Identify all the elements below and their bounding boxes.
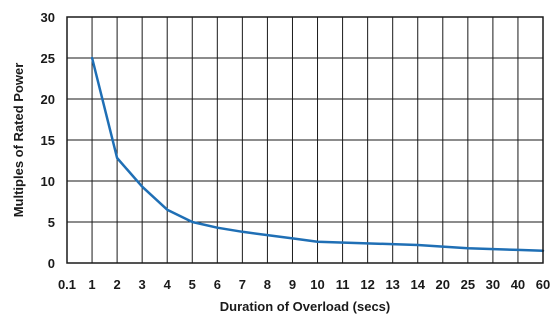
x-tick-label: 1 bbox=[88, 277, 95, 292]
y-tick-label: 20 bbox=[41, 92, 55, 107]
y-tick-labels: 0 5 10 15 20 25 30 bbox=[41, 10, 55, 271]
x-tick-label: 3 bbox=[139, 277, 146, 292]
x-tick-label: 12 bbox=[360, 277, 374, 292]
x-tick-label: 2 bbox=[113, 277, 120, 292]
y-tick-label: 0 bbox=[48, 256, 55, 271]
x-tick-label: 30 bbox=[486, 277, 500, 292]
series-line bbox=[90, 56, 545, 252]
x-tick-label: 11 bbox=[336, 277, 350, 292]
y-tick-label: 10 bbox=[41, 174, 55, 189]
y-axis-title: Multiples of Rated Power bbox=[11, 63, 26, 218]
x-tick-label: 20 bbox=[436, 277, 450, 292]
x-tick-label: 4 bbox=[164, 277, 172, 292]
y-tick-label: 15 bbox=[41, 133, 55, 148]
x-tick-label: 40 bbox=[511, 277, 525, 292]
x-tick-labels: 0.1 1 2 3 4 5 6 7 8 9 10 11 12 13 14 20 25 30 40 60 bbox=[58, 277, 550, 292]
y-tick-label: 5 bbox=[48, 215, 55, 230]
x-tick-label: 7 bbox=[239, 277, 246, 292]
y-tick-label: 30 bbox=[41, 10, 55, 25]
x-tick-label: 9 bbox=[289, 277, 296, 292]
x-tick-label: 10 bbox=[310, 277, 324, 292]
x-tick-label: 8 bbox=[264, 277, 271, 292]
x-tick-label: 0.1 bbox=[58, 277, 76, 292]
x-tick-label: 25 bbox=[461, 277, 475, 292]
x-tick-label: 5 bbox=[189, 277, 196, 292]
x-tick-label: 60 bbox=[536, 277, 550, 292]
x-tick-label: 14 bbox=[411, 277, 426, 292]
grid bbox=[67, 17, 543, 263]
x-tick-label: 13 bbox=[385, 277, 399, 292]
x-axis-title: Duration of Overload (secs) bbox=[220, 299, 390, 314]
plot-frame bbox=[66, 16, 544, 264]
series-layer bbox=[90, 56, 545, 252]
x-tick-label: 6 bbox=[214, 277, 221, 292]
y-tick-label: 25 bbox=[41, 51, 55, 66]
